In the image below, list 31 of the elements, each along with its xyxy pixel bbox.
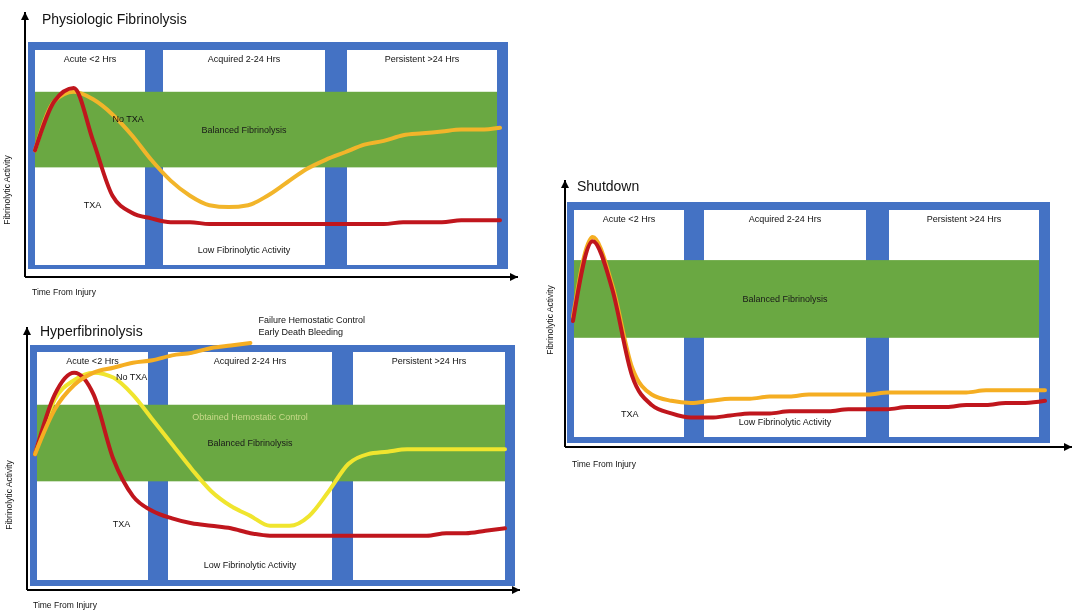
chart-title: Shutdown (577, 178, 640, 194)
text: TXA (112, 518, 131, 529)
annotation: Persistent >24 Hrs (391, 356, 467, 366)
series-label: Failure Hemostatic Control Early Death Bleeding (258, 315, 365, 337)
series-label: TXA (83, 199, 102, 210)
annotation: Low Fibrinolytic Activity (197, 245, 291, 255)
text: Persistent >24 Hrs (926, 214, 1002, 224)
annotation: Acute <2 Hrs (66, 356, 120, 366)
annotation: Obtained Hemostatic Control (192, 411, 308, 422)
series-label: No TXA (112, 114, 144, 125)
annotation: Low Fibrinolytic Activity (738, 417, 832, 427)
text: Persistent >24 Hrs (384, 54, 460, 64)
x-axis-title: Time From Injury (572, 459, 637, 469)
y-axis-title: Fibrinolytic Activity (545, 284, 555, 355)
x-axis-title: Time From Injury (32, 287, 97, 297)
annotation: Low Fibrinolytic Activity (203, 560, 297, 570)
chart-title: Physiologic Fibrinolysis (42, 11, 187, 27)
text: Acute <2 Hrs (63, 54, 117, 64)
annotation: Acquired 2-24 Hrs (213, 356, 287, 366)
text: Acquired 2-24 Hrs (748, 214, 822, 224)
chart-title: Hyperfibrinolysis (40, 323, 143, 339)
band-label: Balanced Fibrinolysis (201, 124, 288, 135)
series-label: TXA (620, 409, 639, 419)
x-axis-title: Time From Injury (33, 600, 98, 610)
series-label: No TXA (115, 372, 148, 383)
y-axis-title: Fibrinolytic Activity (4, 459, 14, 530)
band-label: Balanced Fibrinolysis (742, 293, 829, 304)
text: Acute <2 Hrs (602, 214, 656, 224)
text: Acquired 2-24 Hrs (207, 54, 281, 64)
band-label: Balanced Fibrinolysis (207, 438, 294, 449)
y-axis-title: Fibrinolytic Activity (2, 154, 12, 225)
